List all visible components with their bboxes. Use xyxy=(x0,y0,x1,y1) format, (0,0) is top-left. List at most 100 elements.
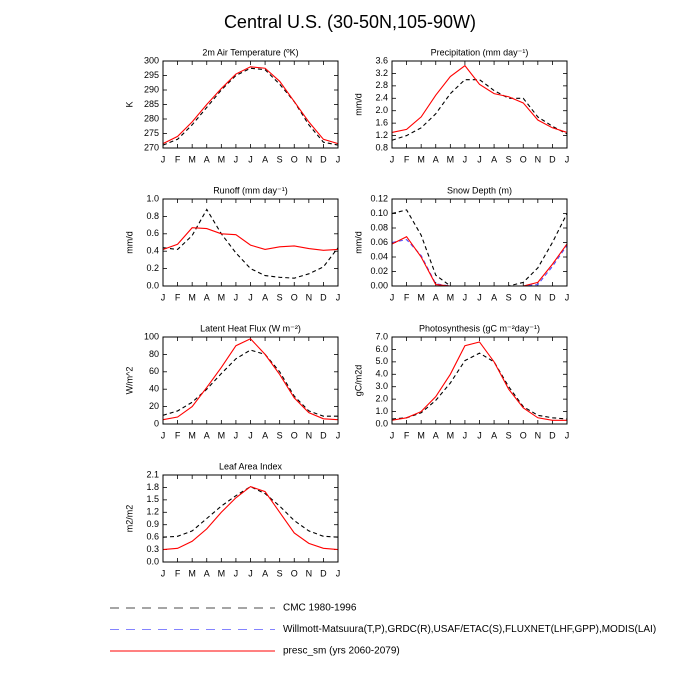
x-tick-label: O xyxy=(291,292,298,302)
panel-title: Photosynthesis (gC m⁻²day⁻¹) xyxy=(419,323,540,333)
y-tick-label: 1.0 xyxy=(375,406,388,416)
x-tick-label: M xyxy=(218,292,226,302)
y-tick-label: 0.8 xyxy=(146,211,159,221)
y-tick-label: 0.8 xyxy=(375,142,388,152)
y-tick-label: 2.0 xyxy=(375,105,388,115)
x-tick-label: F xyxy=(175,154,181,164)
x-tick-label: D xyxy=(320,568,327,578)
panel-title: 2m Air Temperature (ºK) xyxy=(202,47,298,57)
y-tick-label: 1.8 xyxy=(146,482,159,492)
y-tick-label: 4.0 xyxy=(375,369,388,379)
y-tick-label: 290 xyxy=(144,84,159,94)
x-tick-label: J xyxy=(565,430,570,440)
panel-title: Snow Depth (m) xyxy=(447,185,512,195)
y-tick-label: 0.00 xyxy=(370,280,388,290)
plot-frame xyxy=(391,198,568,287)
series-line xyxy=(391,352,568,420)
x-tick-label: D xyxy=(320,430,327,440)
x-tick-label: D xyxy=(549,430,556,440)
x-tick-label: J xyxy=(477,154,482,164)
y-axis-label: mm/d xyxy=(353,93,363,116)
series-line xyxy=(391,64,568,133)
x-tick-label: J xyxy=(463,292,468,302)
x-tick-label: N xyxy=(306,568,313,578)
y-tick-label: 0.06 xyxy=(370,237,388,247)
x-tick-label: D xyxy=(549,154,556,164)
plot-frame xyxy=(162,474,339,563)
x-tick-label: M xyxy=(417,292,425,302)
y-tick-label: 7.0 xyxy=(375,331,388,341)
panel: Leaf Area Index m2/m2 0.0 0.3 0.6 0.9 1.2 1.5 1.… xyxy=(124,461,340,578)
x-tick-label: O xyxy=(520,430,527,440)
panel: Precipitation (mm day⁻¹) mm/d 0.8 1.2 1.6 2.0… xyxy=(353,47,569,164)
series-line xyxy=(391,235,568,287)
series-line xyxy=(162,66,339,145)
y-axis-label: W/m^2 xyxy=(124,367,134,395)
x-tick-label: S xyxy=(277,154,283,164)
x-tick-label: J xyxy=(336,430,341,440)
x-tick-label: D xyxy=(549,292,556,302)
x-tick-label: J xyxy=(463,430,468,440)
panel: Runoff (mm day⁻¹) mm/d 0.0 0.2 0.4 0.6 0.8 1.0 J… xyxy=(124,185,340,302)
plot-frame xyxy=(391,60,568,149)
x-tick-label: N xyxy=(306,292,313,302)
x-tick-label: O xyxy=(291,430,298,440)
y-tick-label: 275 xyxy=(144,128,159,138)
x-tick-label: A xyxy=(433,292,439,302)
x-tick-label: J xyxy=(248,154,253,164)
x-tick-label: O xyxy=(291,154,298,164)
panel-title: Precipitation (mm day⁻¹) xyxy=(431,47,529,57)
x-tick-label: J xyxy=(336,154,341,164)
x-tick-label: A xyxy=(433,430,439,440)
x-tick-label: J xyxy=(390,154,395,164)
x-tick-label: J xyxy=(161,292,166,302)
y-tick-label: 3.0 xyxy=(375,381,388,391)
x-tick-label: N xyxy=(535,292,542,302)
x-tick-label: D xyxy=(320,154,327,164)
x-tick-label: M xyxy=(417,154,425,164)
x-tick-label: M xyxy=(447,292,455,302)
y-tick-label: 40 xyxy=(149,384,159,394)
y-tick-label: 2.1 xyxy=(146,469,159,479)
y-tick-label: 295 xyxy=(144,70,159,80)
y-tick-label: 0.3 xyxy=(146,544,159,554)
y-tick-label: 0.9 xyxy=(146,519,159,529)
y-tick-label: 1.2 xyxy=(375,130,388,140)
x-tick-label: N xyxy=(535,430,542,440)
x-tick-label: J xyxy=(463,154,468,164)
plot-frame xyxy=(391,336,568,425)
y-tick-label: 1.6 xyxy=(375,118,388,128)
x-tick-label: J xyxy=(234,568,239,578)
x-tick-label: N xyxy=(306,430,313,440)
series-line xyxy=(162,67,339,146)
y-tick-label: 280 xyxy=(144,113,159,123)
figure-title: Central U.S. (30-50N,105-90W) xyxy=(224,12,476,32)
x-tick-label: D xyxy=(320,292,327,302)
x-tick-label: M xyxy=(188,430,196,440)
series-line xyxy=(391,341,567,421)
x-tick-label: F xyxy=(175,568,181,578)
x-tick-label: N xyxy=(535,154,542,164)
panel-title: Leaf Area Index xyxy=(219,461,283,471)
y-tick-label: 80 xyxy=(149,349,159,359)
x-tick-label: J xyxy=(477,430,482,440)
series-line xyxy=(162,349,338,417)
panel-title: Runoff (mm day⁻¹) xyxy=(213,185,288,195)
series-line xyxy=(391,79,568,141)
x-tick-label: J xyxy=(234,292,239,302)
y-tick-label: 0.12 xyxy=(370,193,388,203)
y-tick-label: 3.6 xyxy=(375,55,388,65)
x-tick-label: S xyxy=(277,568,283,578)
panel: 2m Air Temperature (ºK) K 270 275 280 285 290 2… xyxy=(124,47,340,164)
x-tick-label: F xyxy=(404,154,410,164)
x-tick-label: N xyxy=(306,154,313,164)
x-tick-label: J xyxy=(234,430,239,440)
y-axis-label: mm/d xyxy=(124,231,134,254)
x-tick-label: A xyxy=(204,568,210,578)
x-tick-label: M xyxy=(188,292,196,302)
panel: Snow Depth (m) mm/d 0.00 0.02 0.04 0.06 0.08 0.… xyxy=(353,185,569,302)
plot-frame xyxy=(162,336,339,425)
y-tick-label: 2.8 xyxy=(375,80,388,90)
x-tick-label: A xyxy=(433,154,439,164)
x-tick-label: J xyxy=(565,292,570,302)
